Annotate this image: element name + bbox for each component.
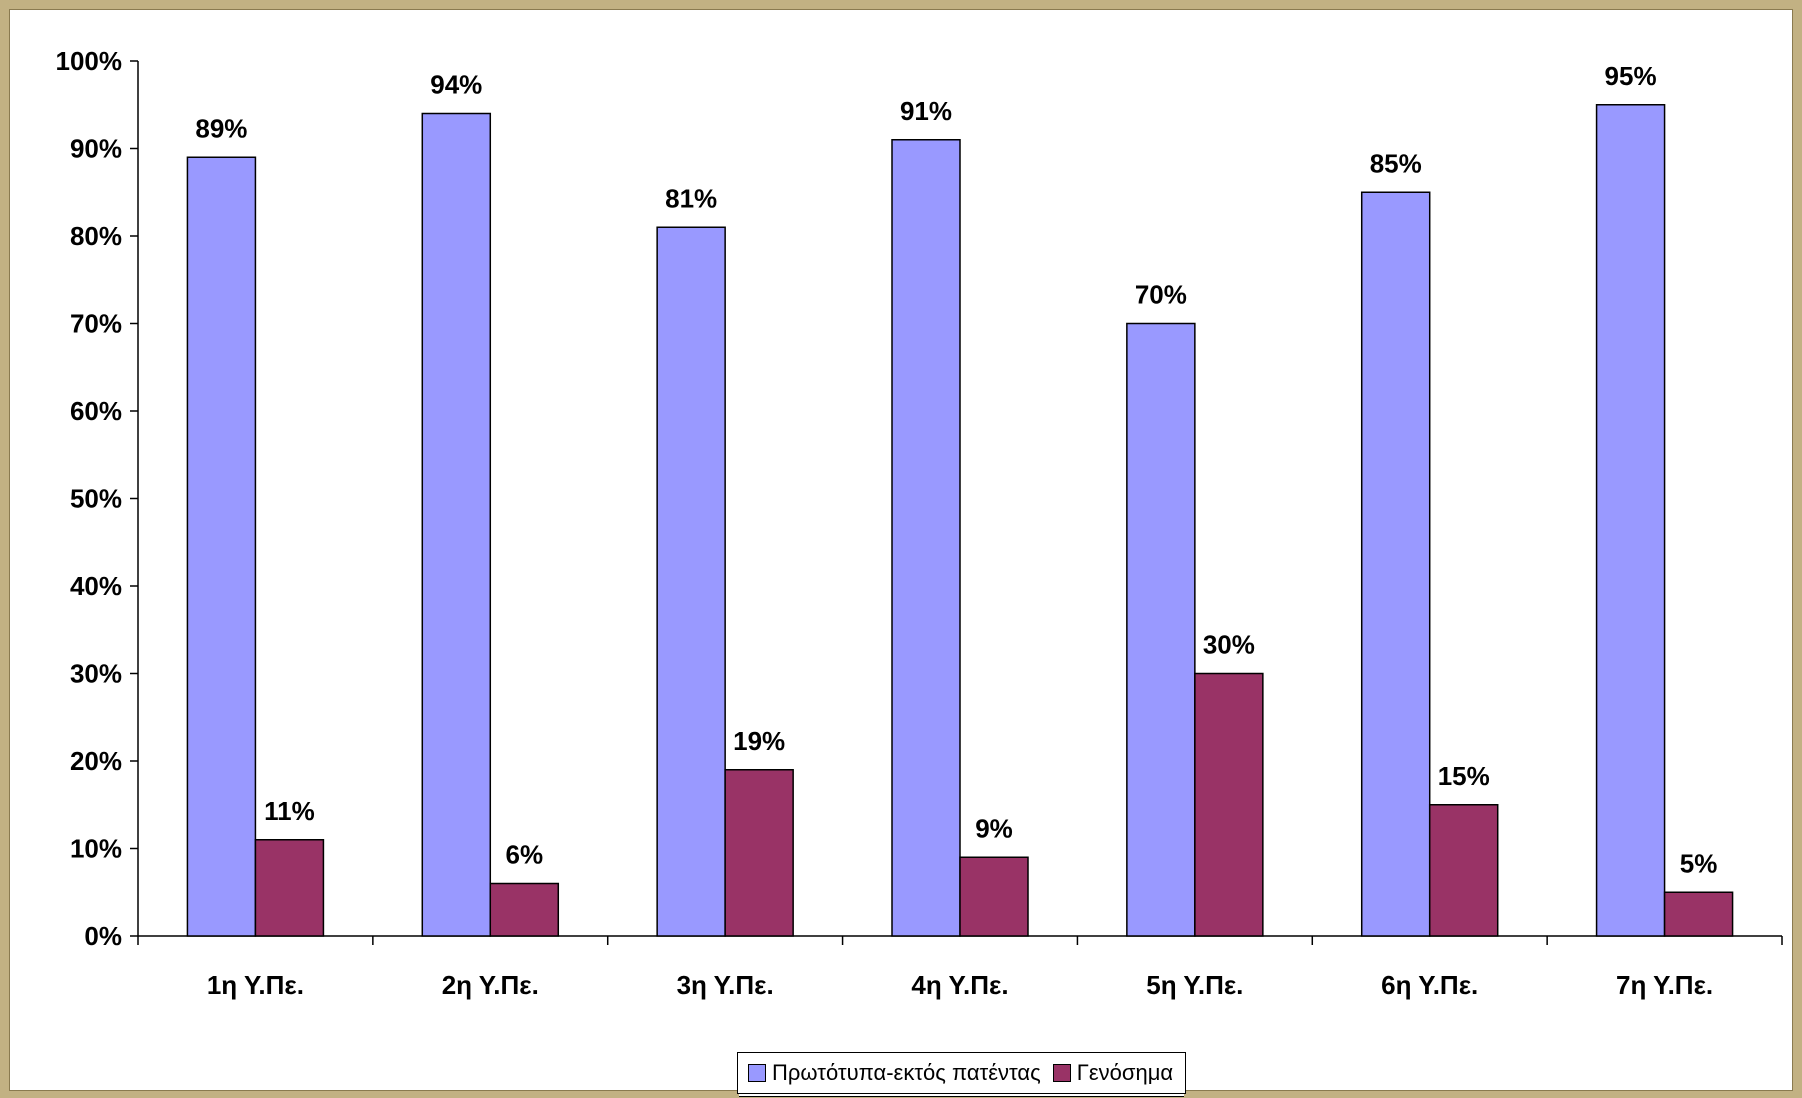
category-label: 6η Υ.Πε.: [1381, 970, 1478, 1000]
data-label-original: 91%: [900, 96, 952, 126]
bar-generic: [725, 770, 793, 936]
bar-generic: [1195, 674, 1263, 937]
category-label: 4η Υ.Πε.: [911, 970, 1008, 1000]
legend-swatch-original: [748, 1064, 766, 1082]
y-tick-label: 100%: [56, 46, 123, 76]
legend-item-generic: Γενόσημα: [1053, 1060, 1173, 1086]
y-tick-label: 80%: [70, 221, 122, 251]
bar-original: [1597, 105, 1665, 936]
category-label: 5η Υ.Πε.: [1146, 970, 1243, 1000]
chart-legend: Πρωτότυπα-εκτός πατέντας Γενόσημα: [737, 1052, 1186, 1094]
bar-generic: [960, 857, 1028, 936]
legend-swatch-generic: [1053, 1064, 1071, 1082]
data-label-generic: 9%: [975, 813, 1013, 843]
bar-original: [657, 227, 725, 936]
category-label: 1η Υ.Πε.: [207, 970, 304, 1000]
data-label-generic: 11%: [264, 796, 315, 826]
data-label-generic: 6%: [505, 840, 543, 870]
data-label-generic: 15%: [1438, 761, 1490, 791]
y-tick-label: 50%: [70, 484, 122, 514]
y-tick-label: 70%: [70, 309, 122, 339]
data-label-original: 81%: [665, 183, 717, 213]
bar-generic: [490, 884, 558, 937]
bar-generic: [1665, 892, 1733, 936]
y-tick-label: 60%: [70, 396, 122, 426]
category-label: 3η Υ.Πε.: [677, 970, 774, 1000]
data-label-original: 85%: [1370, 148, 1422, 178]
category-label: 2η Υ.Πε.: [442, 970, 539, 1000]
legend-label-original: Πρωτότυπα-εκτός πατέντας: [772, 1060, 1041, 1086]
chart-panel: 0% 10% 20% 30% 40% 50% 60% 70% 80% 90% 100% 1η Υ.Πε…: [9, 9, 1793, 1091]
y-tick-label: 30%: [70, 659, 122, 689]
bar-generic: [255, 840, 323, 936]
bar-original: [422, 114, 490, 937]
y-tick-label: 40%: [70, 571, 122, 601]
bar-generic: [1430, 805, 1498, 936]
data-label-original: 70%: [1135, 280, 1187, 310]
bar-original: [1127, 324, 1195, 937]
bar-original: [187, 157, 255, 936]
y-tick-label: 0%: [84, 921, 122, 951]
y-tick-label: 20%: [70, 746, 122, 776]
y-tick-label: 10%: [70, 834, 122, 864]
bar-chart: 0% 10% 20% 30% 40% 50% 60% 70% 80% 90% 100% 1η Υ.Πε…: [10, 10, 1792, 1040]
bar-original: [1362, 192, 1430, 936]
legend-label-generic: Γενόσημα: [1077, 1060, 1173, 1086]
data-label-original: 94%: [430, 70, 482, 100]
data-label-generic: 19%: [733, 726, 785, 756]
data-label-original: 89%: [195, 113, 247, 143]
category-label: 7η Υ.Πε.: [1616, 970, 1713, 1000]
data-label-generic: 30%: [1203, 630, 1255, 660]
legend-item-original: Πρωτότυπα-εκτός πατέντας: [748, 1060, 1041, 1086]
y-tick-label: 90%: [70, 134, 122, 164]
data-label-original: 95%: [1605, 61, 1657, 91]
bar-original: [892, 140, 960, 936]
data-label-generic: 5%: [1680, 848, 1718, 878]
